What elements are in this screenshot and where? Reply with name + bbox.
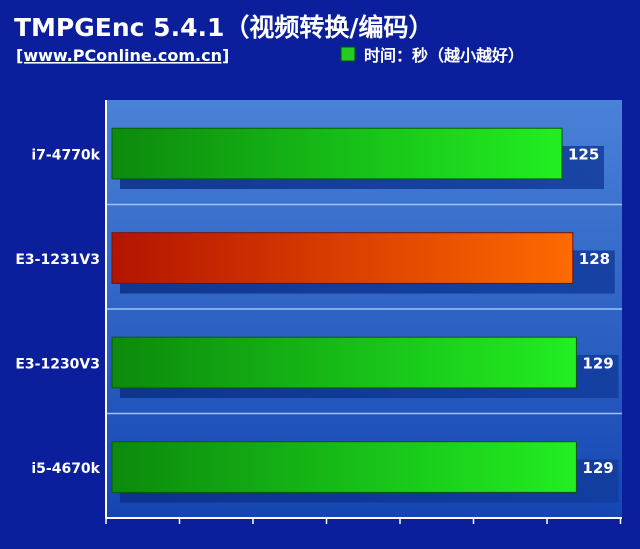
legend-swatch [340,46,356,62]
bar-i7-4770k [111,127,563,180]
source-label: [www.PConline.com.cn] [16,46,229,65]
legend-label: 时间：秒（越小越好） [364,46,524,65]
gridlines [106,203,622,415]
category-label: i7-4770k [31,148,100,164]
category-labels: 125 i7-4770k 128 E3-1231V3 129 E3-1230V3 129 i5… [15,146,613,478]
x-axis-ticks [105,518,622,524]
bar-E3-1230V3 [111,336,577,389]
category-label: E3-1231V3 [15,252,100,268]
bars [111,127,619,503]
value-label: 129 [582,355,613,373]
category-label: i5-4670k [31,461,100,477]
value-label: 129 [582,459,613,477]
chart-title: TMPGEnc 5.4.1（视频转换/编码） [14,13,433,42]
value-label: 128 [579,250,610,268]
value-label: 125 [568,146,599,164]
bar-E3-1231V3 [111,232,574,284]
category-label: E3-1230V3 [15,357,100,373]
bar-i5-4670k [111,441,577,493]
